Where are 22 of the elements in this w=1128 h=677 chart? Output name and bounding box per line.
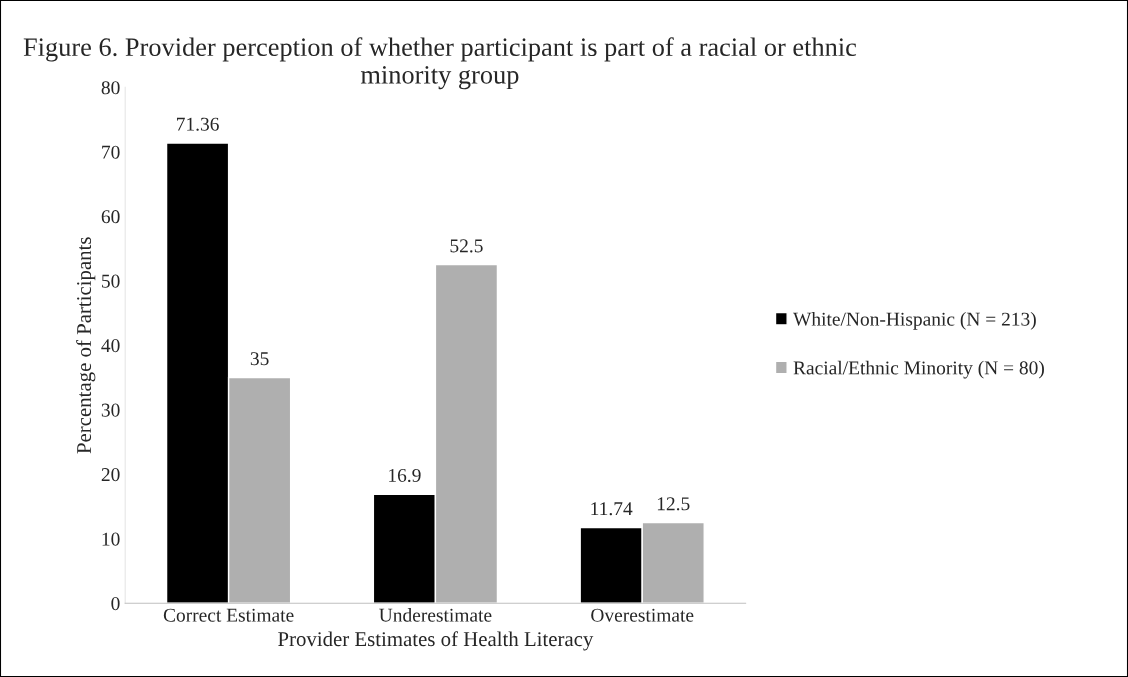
data-label: 71.36	[177, 117, 219, 131]
y-tick-label: 10	[102, 532, 120, 546]
data-label: 52.5	[450, 239, 483, 253]
y-tick-label: 60	[101, 210, 120, 224]
data-label: 16.9	[389, 468, 421, 483]
y-tick-label: 20	[101, 468, 120, 482]
data-label: 35	[250, 352, 269, 366]
x-tick-label: Underestimate	[379, 608, 492, 622]
y-tick-label: 40	[101, 339, 120, 353]
y-tick-label: 70	[102, 145, 120, 159]
y-tick-label: 80	[101, 81, 120, 95]
x-axis-title: Provider Estimates of Health Literacy	[278, 631, 594, 651]
data-label: 11.74	[591, 502, 633, 516]
legend-label: White/Non-Hispanic (N = 213)	[793, 312, 1036, 330]
y-axis-title: Percentage of Participants	[76, 237, 96, 454]
y-tick-label: 0	[111, 597, 120, 611]
y-tick-label: 30	[101, 403, 120, 417]
y-tick-label: 50	[102, 274, 120, 288]
data-label: 12.5	[657, 497, 690, 511]
x-tick-label: Correct Estimate	[163, 608, 294, 622]
legend-label: Racial/Ethnic Minority (N = 80)	[793, 360, 1044, 379]
x-tick-label: Overestimate	[591, 608, 694, 622]
